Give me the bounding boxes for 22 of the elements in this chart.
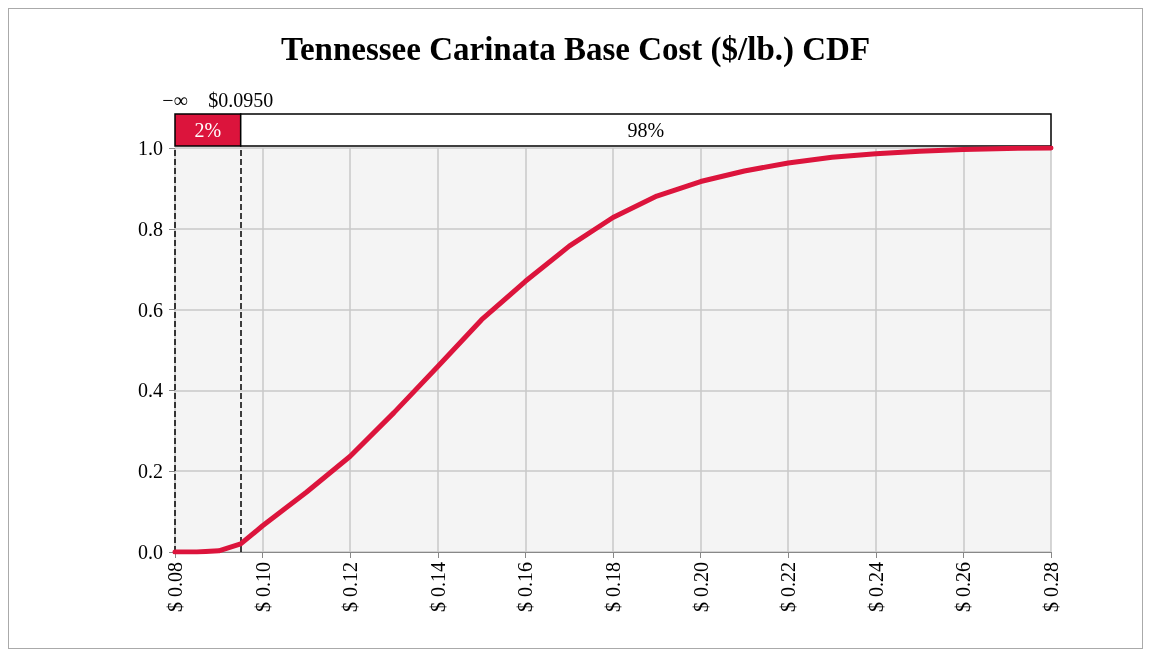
text: 2% — [194, 119, 222, 141]
y-tick-label: 0.4 — [138, 379, 163, 402]
x-tick-label: $ 0.12 — [339, 562, 362, 612]
y-tick-label: 0.8 — [138, 217, 163, 240]
x-tick-label: $ 0.18 — [602, 562, 624, 612]
x-tick-label: $ 0.10 — [251, 562, 274, 612]
ref-line-label: $0.0950 — [208, 89, 274, 111]
y-tick-label: 1.0 — [138, 137, 163, 159]
x-tick-label: $ 0.26 — [952, 562, 975, 612]
ref-line-label: −∞ — [162, 89, 188, 111]
y-tick-label: 0.2 — [138, 460, 163, 483]
text: 98% — [627, 119, 665, 141]
x-tick-label: $ 0.16 — [514, 562, 537, 612]
x-tick-label: $ 0.22 — [777, 562, 800, 612]
x-tick-label: $ 0.28 — [1040, 562, 1062, 612]
y-tick-label: 0.0 — [138, 541, 163, 563]
chart-title: Tennessee Carinata Base Cost ($/lb.) CDF — [280, 30, 871, 68]
x-tick-label: $ 0.08 — [164, 562, 186, 612]
x-tick-label: $ 0.24 — [864, 562, 887, 612]
y-tick-label: 0.6 — [138, 298, 163, 321]
x-tick-label: $ 0.20 — [689, 562, 712, 612]
x-tick-label: $ 0.14 — [426, 562, 449, 612]
